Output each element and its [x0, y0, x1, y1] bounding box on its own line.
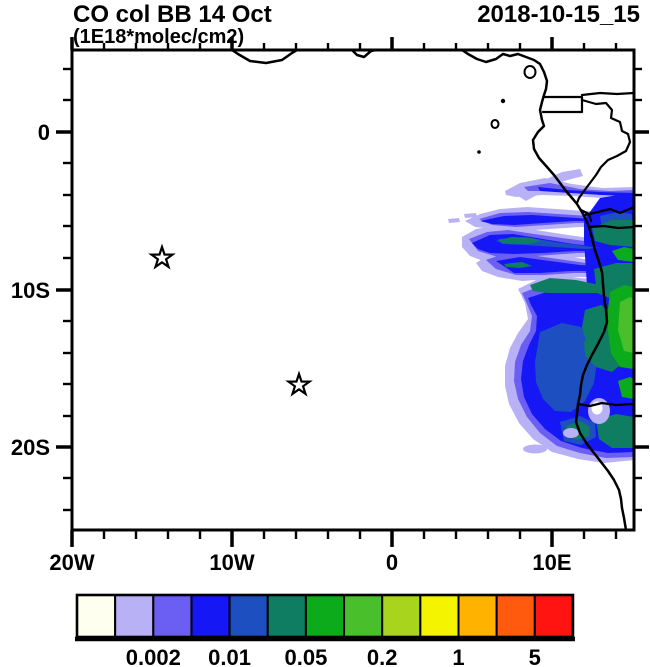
island [490, 119, 500, 129]
plume-level-4 [538, 187, 634, 196]
island [477, 150, 481, 154]
colorbar-label: 1 [452, 645, 464, 667]
figure-title: CO col BB 14 Oct [73, 1, 272, 28]
colorbar-cell [266, 594, 307, 638]
axis-label: 0 [386, 550, 398, 575]
plume-detail [563, 428, 579, 438]
station-star [148, 243, 176, 270]
plume-level-7 [618, 377, 634, 399]
colorbar-cell [152, 594, 193, 638]
plume-level-8 [618, 297, 634, 353]
plume-level-6 [504, 262, 532, 268]
country-border [587, 224, 634, 230]
island [523, 65, 537, 79]
plume-level-2 [464, 213, 477, 218]
axis-label: 0 [38, 120, 50, 145]
figure-datestamp: 2018-10-15_15 [477, 1, 640, 28]
colorbar-cell [343, 594, 384, 638]
colorbar-cell [419, 594, 460, 638]
map-lines [230, 50, 634, 530]
axis-label: 20S [11, 435, 50, 460]
plume-level-6 [530, 278, 600, 293]
plume-level-6 [596, 414, 634, 448]
axis-ticks [56, 37, 649, 547]
plume-level-6 [496, 237, 541, 244]
axis-label: 10E [532, 550, 571, 575]
colorbar-label: 0.002 [126, 645, 181, 667]
plume-level-7 [612, 247, 634, 262]
axis-label: 10S [11, 278, 50, 303]
figure-units-label: (1E18*molec/cm2) [73, 26, 245, 48]
colorbar-cell [495, 594, 536, 638]
colorbar-label: 5 [529, 645, 541, 667]
station-star [285, 370, 313, 397]
colorbar-cell [381, 594, 422, 638]
colorbar-cell [76, 594, 117, 638]
plume-level-2 [448, 218, 460, 223]
colorbar-cell [228, 594, 269, 638]
axis-label: 20W [49, 550, 94, 575]
colorbar-label: 0.2 [367, 645, 398, 667]
colorbar-cell [304, 594, 346, 638]
country-border [580, 91, 634, 97]
country-border [541, 95, 584, 114]
colorbar-cell [114, 594, 155, 638]
colorbar: 0.002 0.01 0.05 0.2 1 5 [75, 593, 575, 667]
colorbar-label: 0.01 [208, 645, 251, 667]
island [500, 98, 506, 104]
colorbar-cell [457, 594, 498, 638]
plume-level-4 [480, 215, 634, 225]
plume-layers [448, 169, 634, 463]
colorbar-cell [190, 594, 231, 638]
coastline [230, 50, 628, 530]
colorbar-label: 0.05 [284, 645, 327, 667]
country-border [583, 205, 634, 217]
country-border [575, 98, 632, 205]
plume-detail [523, 444, 547, 454]
country-border [576, 401, 634, 408]
axis-label: 10W [209, 550, 254, 575]
colorbar-cell [533, 594, 574, 638]
